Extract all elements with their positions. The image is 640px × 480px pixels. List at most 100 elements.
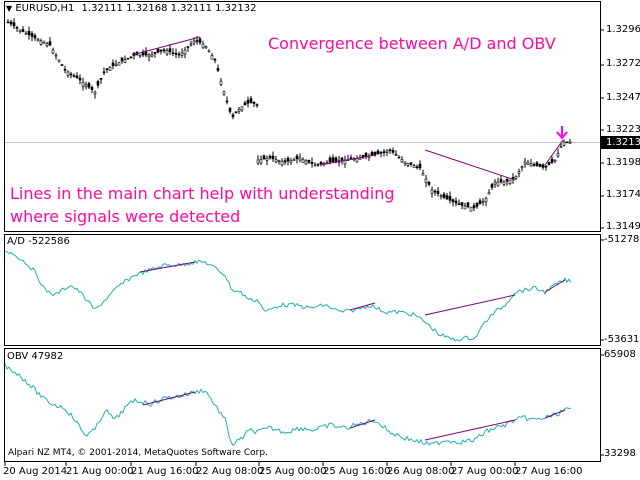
obv-panel-frame[interactable] [4,348,601,462]
candle-body [75,75,79,79]
candle-body [268,155,272,159]
ad-signal-line [424,294,516,316]
price-label: 1.31740 [606,189,640,200]
candle-body [316,163,320,166]
candle-body [412,165,416,168]
candle-body [310,162,314,164]
price-label: 1.32230 [606,124,640,135]
candle-body [493,181,497,185]
candle-body [289,160,293,163]
candle-body [511,177,515,180]
ad-bottom-label: -536315 [604,334,640,345]
candle-body [502,181,506,185]
candle-body [400,159,404,163]
candle-body [373,151,377,156]
candle-body [48,41,52,46]
candle-body [195,40,199,42]
candle-body [81,82,85,87]
candle-body [159,49,163,52]
candle-body [45,43,49,47]
candle-body [87,83,91,88]
candle-body [210,55,214,60]
candle-body [36,39,40,42]
candle-body [565,141,569,144]
candle-body [271,155,275,160]
candle-body [147,54,151,58]
candle-body [262,155,266,160]
candle-body [219,80,223,85]
candle-body [63,68,67,71]
candle-body [60,64,64,66]
candle-body [234,111,238,114]
candle-body [307,159,311,163]
candle-body [547,161,551,166]
candle-body [225,100,229,103]
candle-body [481,201,485,203]
candle-body [6,21,10,24]
candle-body [249,98,253,103]
candle-body [54,54,58,57]
candle-body [535,162,539,166]
current-price-box [600,136,640,149]
candle-body [252,101,256,104]
obv-signal-line [349,419,376,429]
obv-signal-line [424,419,516,441]
candle-body [51,49,55,54]
candle-body [228,107,232,112]
annotation-note-line1: Lines in the main chart help with unders… [10,184,395,203]
candle-body [403,161,407,165]
time-label: 22 Aug 08:00 [196,466,264,477]
candle-body [328,157,332,163]
candle-body [391,150,395,153]
main-chart-frame[interactable] [4,1,601,232]
candle-body [66,71,70,76]
collapse-triangle-icon[interactable]: ▼ [6,4,13,13]
candle-body [409,162,413,165]
candle-body [153,51,157,54]
candle-body [286,157,290,162]
price-label: 1.31985 [606,157,640,168]
candle-body [78,77,82,81]
candle-body [57,59,61,62]
candle-body [463,205,467,210]
candle-body [523,161,527,165]
candle-body [33,35,37,39]
candle-body [18,29,22,32]
candle-body [385,150,389,153]
candle-body [478,200,482,205]
candle-body [433,190,437,193]
candle-body [69,73,73,76]
candle-body [213,58,217,61]
candle-body [520,166,524,169]
candle-body [177,53,181,56]
candle-body [123,59,127,63]
candle-body [171,52,175,54]
candle-body [442,193,446,198]
main-signal-line [319,154,376,166]
obv-top-label: 65908 [604,349,636,360]
obv-signal-lines [142,391,566,441]
candle-body [165,50,169,55]
price-label: 1.32475 [606,92,640,103]
obv-indicator-line[interactable] [4,363,572,447]
ad-panel-frame[interactable] [4,234,601,346]
candle-body [406,162,410,166]
candle-body [304,160,308,165]
candle-body [439,195,443,197]
candle-body [454,200,458,204]
candle-body [334,157,338,162]
current-price-label: 1.32132 [606,137,640,148]
candle-body [397,156,401,159]
candle-body [415,166,419,169]
candle-body [198,38,202,43]
candle-body [105,68,109,70]
candle-body [15,26,19,29]
ad-indicator-line[interactable] [4,250,572,342]
candle-body [430,189,434,194]
main-signal-line [424,149,516,181]
candle-body [183,49,187,55]
candle-body [559,146,563,148]
candle-body [256,159,260,164]
candle-body [466,202,470,207]
